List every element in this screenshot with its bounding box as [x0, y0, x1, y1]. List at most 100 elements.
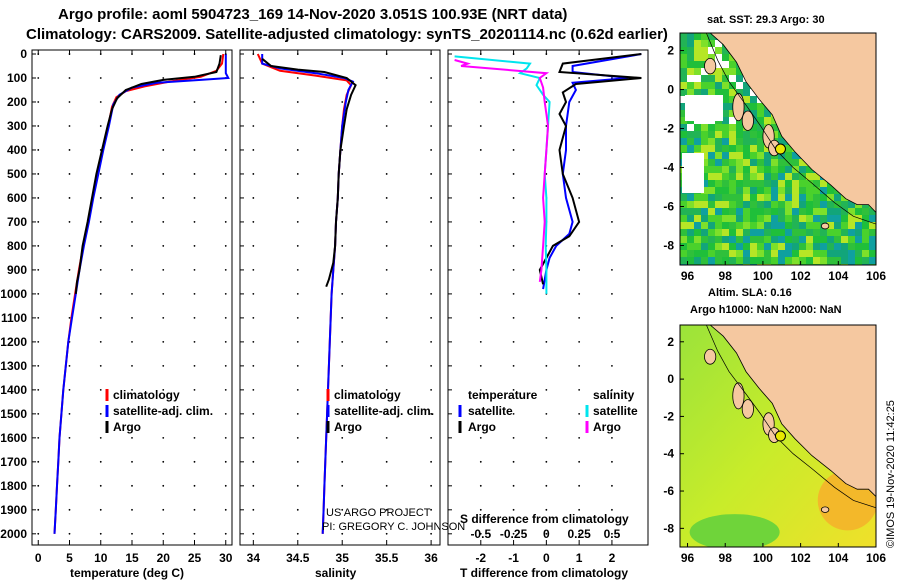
- grid-dot: [252, 388, 255, 391]
- sst-cell: [715, 173, 722, 180]
- grid-dot: [68, 77, 71, 79]
- grid-dot: [68, 101, 71, 103]
- map-x-tick-label: 106: [866, 551, 886, 565]
- sst-cell: [771, 215, 778, 222]
- grid-dot: [430, 197, 433, 199]
- grid-dot: [385, 316, 388, 319]
- grid-dot: [68, 412, 71, 415]
- sst-cell: [806, 187, 813, 194]
- sst-cell: [806, 166, 813, 173]
- sst-map: 96 98 100 102 104 106 2 0 -2 -4 -6 -8: [663, 32, 886, 283]
- depth-tick-label: 0: [20, 47, 27, 61]
- sst-cell: [708, 257, 715, 264]
- sst-cell: [778, 180, 785, 187]
- sst-cell: [743, 96, 750, 103]
- sst-cell: [764, 180, 771, 187]
- grid-dot: [224, 221, 227, 223]
- grid-dot: [99, 101, 102, 103]
- grid-dot: [341, 532, 344, 535]
- sst-cell: [750, 103, 757, 110]
- sst-cell: [771, 236, 778, 243]
- grid-dot: [430, 269, 433, 271]
- sst-cell: [743, 103, 750, 110]
- sst-cell: [708, 194, 715, 201]
- grid-dot: [131, 364, 133, 367]
- sst-cell: [827, 201, 834, 208]
- grid-dot: [296, 149, 299, 151]
- sst-cell: [743, 243, 750, 250]
- depth-tick-label: 100: [7, 71, 27, 85]
- sst-cell: [750, 110, 757, 117]
- grid-dot: [252, 532, 255, 535]
- grid-dot: [37, 388, 40, 391]
- grid-dot: [193, 412, 196, 415]
- x-tick-label: 35: [336, 551, 350, 565]
- argo-float-marker: [774, 143, 786, 155]
- sst-cell: [708, 173, 715, 180]
- sst-cell: [708, 54, 715, 61]
- map-y-tick-label: 0: [667, 83, 674, 97]
- sst-cell: [708, 159, 715, 166]
- sst-cell: [785, 243, 792, 250]
- grid-dot: [296, 316, 299, 319]
- sst-cell: [701, 47, 708, 54]
- grid-dot: [68, 484, 71, 487]
- sst-cell: [827, 243, 834, 250]
- sst-cell: [736, 68, 743, 75]
- sst-cell: [694, 89, 701, 96]
- sst-cell: [729, 222, 736, 229]
- grid-dot: [224, 484, 227, 487]
- top-x-tick-label: 0.25: [567, 527, 591, 541]
- sst-cell: [834, 194, 841, 201]
- grid-dot: [193, 101, 196, 103]
- grid-dot: [131, 197, 133, 199]
- grid-dot: [37, 269, 40, 271]
- sst-cell: [722, 47, 729, 54]
- sst-cell: [694, 243, 701, 250]
- sst-cell: [680, 110, 687, 117]
- depth-tick-label: 200: [7, 95, 27, 109]
- sst-cell: [841, 257, 848, 264]
- sst-cell: [736, 75, 743, 82]
- sst-cell: [729, 89, 736, 96]
- depth-tick-label: 500: [7, 167, 27, 181]
- map-top-title: sat. SST: 29.3 Argo: 30: [707, 14, 825, 26]
- sst-cell: [834, 208, 841, 215]
- sst-cell: [701, 201, 708, 208]
- sst-cell: [715, 145, 722, 152]
- grid-dot: [68, 364, 71, 367]
- legend-label-satellite: satellite-adj. clim.: [113, 404, 213, 418]
- sst-cell: [729, 138, 736, 145]
- sst-cell: [715, 75, 722, 82]
- grid-dot: [99, 293, 102, 295]
- sst-cell: [827, 194, 834, 201]
- sst-cell: [680, 103, 687, 110]
- map-x-tick-label: 100: [753, 269, 773, 283]
- sst-cell: [799, 229, 806, 236]
- grid-dot: [512, 316, 515, 319]
- grid-dot: [430, 125, 433, 127]
- grid-dot: [479, 412, 482, 415]
- grid-dot: [68, 149, 71, 151]
- grid-dot: [385, 221, 388, 223]
- grid-dot: [68, 125, 71, 127]
- sst-cell: [708, 40, 715, 47]
- grid-dot: [37, 293, 40, 295]
- sst-cell: [708, 229, 715, 236]
- sst-cell: [701, 236, 708, 243]
- sst-cell: [785, 152, 792, 159]
- sst-cell: [778, 138, 785, 145]
- grid-dot: [37, 101, 40, 103]
- grid-dot: [611, 173, 613, 175]
- sst-cell: [813, 187, 820, 194]
- sst-cell: [729, 236, 736, 243]
- grid-dot: [578, 484, 581, 487]
- sst-cell: [687, 208, 694, 215]
- sst-cell: [694, 208, 701, 215]
- sst-cell: [701, 222, 708, 229]
- grid-dot: [296, 269, 299, 271]
- island: [704, 348, 717, 365]
- sst-cell: [799, 208, 806, 215]
- grid-dot: [131, 412, 133, 415]
- sst-cell: [729, 75, 736, 82]
